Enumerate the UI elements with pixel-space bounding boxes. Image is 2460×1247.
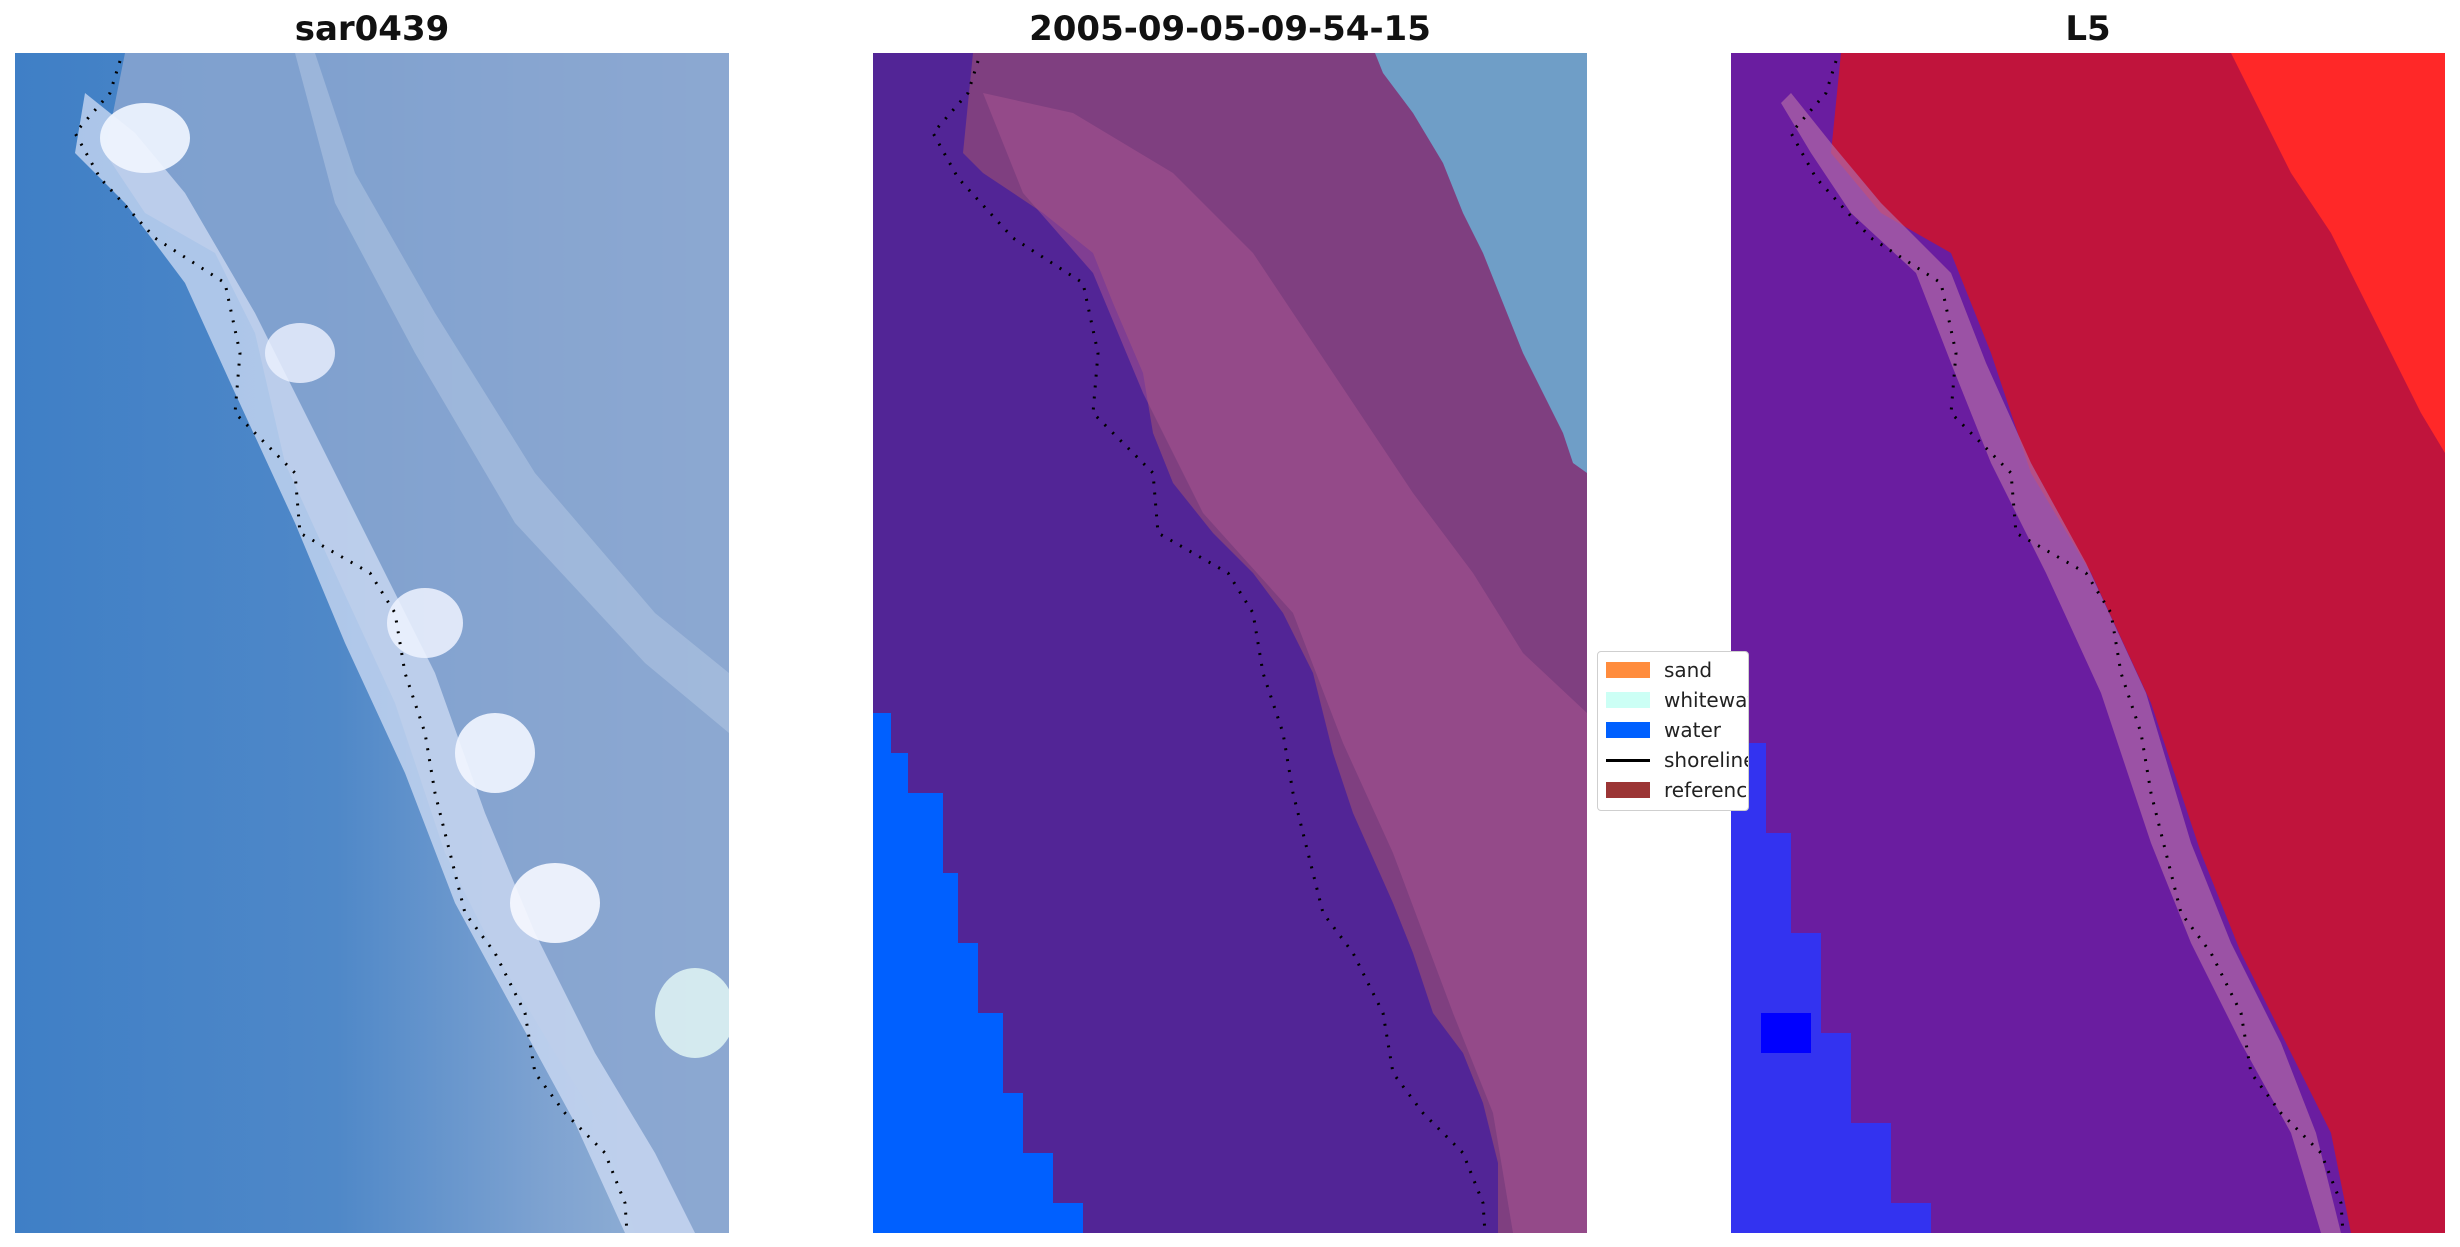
legend-label: whitewater xyxy=(1664,688,1748,712)
shoreline-line-swatch xyxy=(1606,758,1650,762)
panel-title-classification: 2005-09-05-09-54-15 xyxy=(1029,9,1431,49)
shoreline xyxy=(1789,60,2345,1233)
shoreline xyxy=(73,60,629,1233)
class-sand-highlight xyxy=(983,93,1587,1233)
legend-item-whitewater: whitewater xyxy=(1606,688,1748,712)
whitewater-swatch xyxy=(1606,692,1650,708)
reference-swatch xyxy=(1606,782,1650,798)
index-water-offshore xyxy=(1731,743,1931,1233)
legend-label: sand xyxy=(1664,658,1713,682)
legend-label: shoreline xyxy=(1664,748,1749,772)
rgb-foam-spot xyxy=(655,968,729,1058)
rgb-image-panel xyxy=(15,53,729,1233)
legend-item-water: water xyxy=(1606,718,1721,742)
rgb-foam-spot xyxy=(510,863,600,943)
index-land-bright xyxy=(2231,53,2445,453)
rgb-foam-spot xyxy=(100,103,190,173)
panel-title-rgb: sar0439 xyxy=(294,9,450,49)
rgb-foam-band xyxy=(75,93,695,1233)
index-strong-water xyxy=(1761,1013,1811,1053)
rgb-inland-foam xyxy=(295,53,729,733)
rgb-foam-spot xyxy=(455,713,535,793)
legend: sand whitewater water shoreline referenc… xyxy=(1597,651,1749,811)
legend-item-reference: reference xyxy=(1606,778,1748,802)
sand-swatch xyxy=(1606,662,1650,678)
rgb-foam-spot xyxy=(387,588,463,658)
legend-item-sand: sand xyxy=(1606,658,1712,682)
legend-item-shoreline: shoreline xyxy=(1606,748,1749,772)
panel-title-index: L5 xyxy=(2065,9,2111,49)
shoreline xyxy=(931,60,1487,1233)
rgb-foam-spot xyxy=(265,323,335,383)
class-water-offshore xyxy=(873,713,1083,1233)
classification-panel xyxy=(873,53,1587,1233)
index-land xyxy=(1831,53,2445,1233)
class-water-region xyxy=(1375,53,1587,473)
index-panel xyxy=(1731,53,2445,1233)
index-transition xyxy=(1781,93,2341,1233)
legend-label: reference xyxy=(1664,778,1748,802)
water-swatch xyxy=(1606,722,1650,738)
legend-label: water xyxy=(1664,718,1721,742)
